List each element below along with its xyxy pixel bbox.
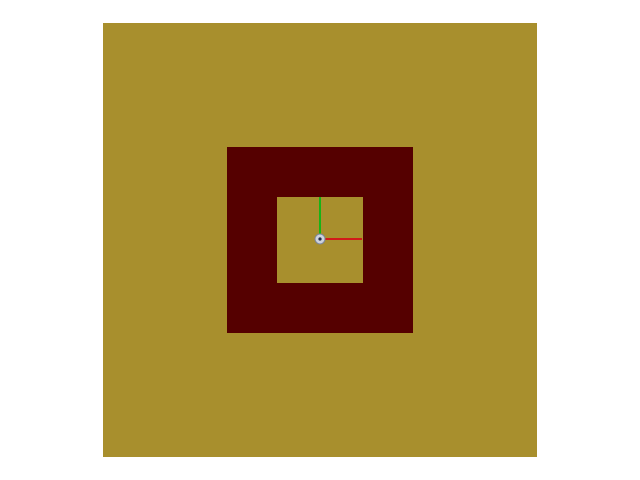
inner-square: [277, 197, 363, 283]
